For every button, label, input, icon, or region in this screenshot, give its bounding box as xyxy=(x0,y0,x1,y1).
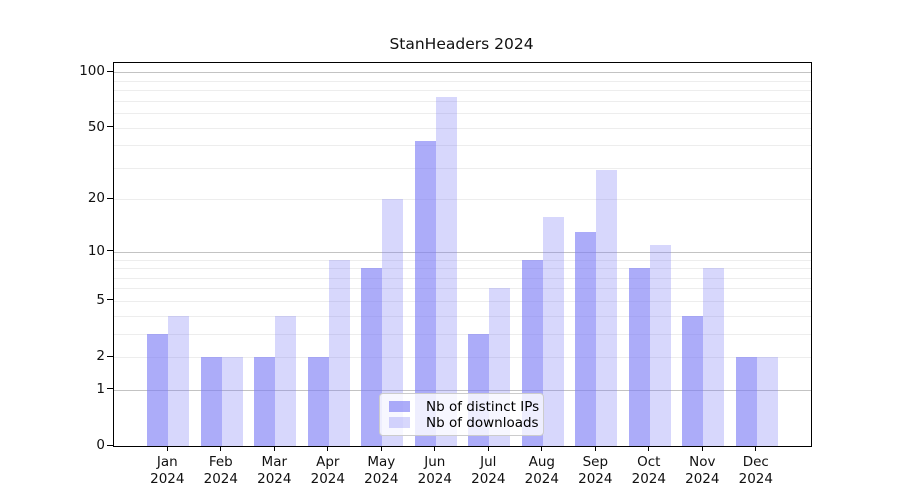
x-axis-tick xyxy=(434,446,436,451)
bar-downloads-may xyxy=(382,199,404,446)
y-axis-tick-label: 5 xyxy=(96,291,105,308)
y-gridline-major xyxy=(114,389,811,391)
y-gridline-minor xyxy=(114,333,811,335)
legend-item-distinct-ips: Nb of distinct IPs xyxy=(389,399,539,415)
x-axis-tick xyxy=(380,446,382,451)
bar-ips-feb xyxy=(200,357,222,446)
y-gridline-minor xyxy=(114,145,811,147)
bar-downloads-feb xyxy=(221,357,243,446)
x-axis-tick xyxy=(273,446,275,451)
x-axis-tick-label: Aug 2024 xyxy=(524,454,559,487)
bar-ips-dec xyxy=(735,357,757,446)
y-gridline-minor xyxy=(114,357,811,358)
y-gridline-minor xyxy=(114,259,811,261)
bar-downloads-jun xyxy=(435,97,457,446)
y-axis-tick xyxy=(107,70,113,72)
y-axis-tick-label: 50 xyxy=(87,118,105,135)
x-axis-tick-label: Nov 2024 xyxy=(685,454,720,487)
y-axis-tick xyxy=(107,388,113,390)
bar-downloads-apr xyxy=(328,259,350,446)
bar-ips-apr xyxy=(307,357,329,446)
y-axis-tick xyxy=(107,250,113,252)
x-axis-tick-label: Jul 2024 xyxy=(471,454,506,487)
y-axis-tick xyxy=(107,126,113,128)
y-gridline-minor xyxy=(114,315,811,317)
y-gridline-major xyxy=(114,251,811,253)
y-axis-tick-label: 10 xyxy=(87,242,105,259)
y-axis-tick-label: 20 xyxy=(87,190,105,207)
x-axis-tick-label: Dec 2024 xyxy=(738,454,773,487)
x-axis-tick-label: Feb 2024 xyxy=(203,454,238,487)
y-axis-tick xyxy=(107,355,113,357)
y-axis-tick-label: 100 xyxy=(79,63,105,80)
y-gridline-minor xyxy=(114,127,811,129)
bar-ips-may xyxy=(361,268,383,446)
x-axis-tick-label: Jan 2024 xyxy=(150,454,185,487)
x-axis-tick xyxy=(487,446,489,451)
legend-item-downloads: Nb of downloads xyxy=(389,415,539,431)
y-gridline-minor xyxy=(114,112,811,114)
x-axis-tick-label: May 2024 xyxy=(364,454,399,487)
bar-ips-jan xyxy=(147,333,169,446)
y-axis-tick-label: 1 xyxy=(96,380,105,397)
bar-downloads-oct xyxy=(649,244,671,446)
y-gridline-minor xyxy=(114,277,811,279)
y-gridline-minor xyxy=(114,100,811,102)
y-gridline-minor xyxy=(114,90,811,91)
bar-downloads-nov xyxy=(703,268,725,446)
bar-downloads-mar xyxy=(275,315,297,446)
legend-swatch-ips-icon xyxy=(389,401,410,412)
bar-ips-sep xyxy=(575,232,597,446)
y-axis-tick-label: 2 xyxy=(96,348,105,364)
bar-downloads-jan xyxy=(168,315,190,446)
x-axis-tick-label: Apr 2024 xyxy=(310,454,345,487)
legend-label-downloads: Nb of downloads xyxy=(426,414,539,431)
bar-downloads-sep xyxy=(596,170,618,446)
y-gridline-minor xyxy=(114,288,811,290)
y-gridline-minor xyxy=(114,80,811,82)
bar-ips-nov xyxy=(682,315,704,446)
x-axis-tick xyxy=(594,446,596,451)
bar-ips-jun xyxy=(414,141,436,446)
bar-downloads-dec xyxy=(756,357,778,446)
x-axis-tick-label: Oct 2024 xyxy=(631,454,666,487)
x-axis-tick xyxy=(701,446,703,451)
x-axis-tick xyxy=(166,446,168,451)
y-gridline-major xyxy=(114,72,811,74)
legend-swatch-downloads-icon xyxy=(389,417,410,428)
bar-downloads-aug xyxy=(542,216,564,446)
y-axis-tick xyxy=(107,197,113,199)
legend: Nb of distinct IPs Nb of downloads xyxy=(379,393,544,436)
y-gridline-minor xyxy=(114,300,811,302)
legend-label-distinct-ips: Nb of distinct IPs xyxy=(426,398,540,415)
chart-title: StanHeaders 2024 xyxy=(389,35,534,53)
plot-area xyxy=(113,62,812,447)
bar-ips-oct xyxy=(628,268,650,446)
bar-ips-mar xyxy=(254,357,276,446)
x-axis-tick xyxy=(327,446,329,451)
x-axis-tick xyxy=(755,446,757,451)
x-axis-tick-label: Mar 2024 xyxy=(257,454,292,487)
y-gridline-minor xyxy=(114,268,811,269)
x-axis-tick-label: Sep 2024 xyxy=(578,454,613,487)
x-axis-tick xyxy=(648,446,650,451)
x-axis-tick xyxy=(220,446,222,451)
y-gridline-minor xyxy=(114,167,811,169)
x-axis-tick xyxy=(541,446,543,451)
y-axis-tick xyxy=(107,299,113,301)
y-gridline-minor xyxy=(114,199,811,201)
x-axis-tick-label: Jun 2024 xyxy=(417,454,452,487)
y-axis-tick xyxy=(107,444,113,446)
y-axis-tick-label: 0 xyxy=(96,437,105,453)
